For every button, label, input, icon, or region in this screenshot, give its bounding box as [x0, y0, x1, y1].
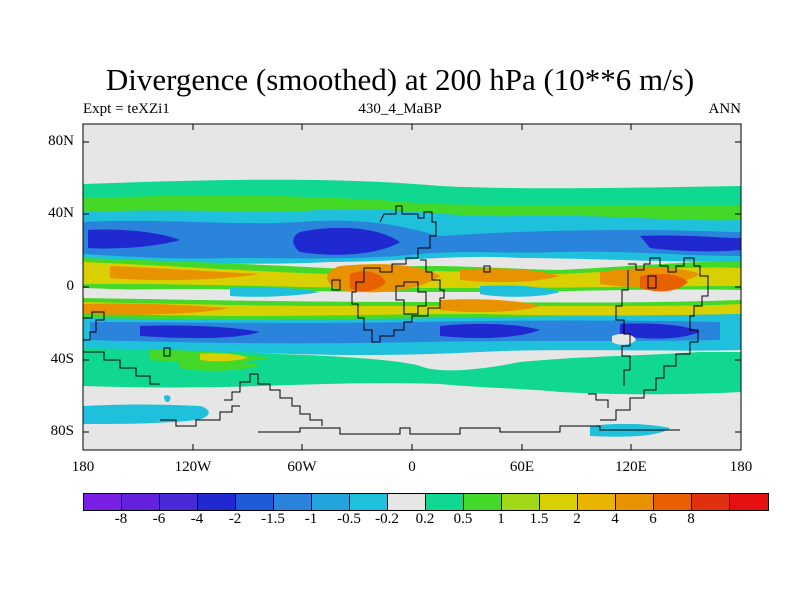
- y-tick-40n: 40N: [48, 205, 74, 221]
- coastlines: [83, 205, 709, 435]
- colorbar-swatch: [730, 494, 768, 510]
- x-tick-0: 0: [408, 459, 416, 475]
- colorbar-label: 8: [687, 511, 695, 527]
- coast-antarctica: [258, 425, 680, 435]
- x-tick-120e: 120E: [615, 459, 647, 475]
- coast-west: [83, 311, 160, 385]
- coast-australia: [647, 275, 657, 289]
- coast-asia-east: [600, 257, 709, 421]
- season-label: ANN: [708, 101, 742, 117]
- colorbar-label: -1.5: [261, 511, 285, 527]
- colorbar-swatch: [350, 494, 388, 510]
- band-north-blue: [83, 220, 741, 259]
- colorbar-swatch: [122, 494, 160, 510]
- colorbar-label: -0.2: [375, 511, 399, 527]
- band-equator-cyan: [230, 285, 560, 297]
- axis-ticks: [83, 124, 741, 450]
- colorbar-swatch: [654, 494, 692, 510]
- band-tropics-south-yellow: [83, 302, 741, 316]
- y-tick-80n: 80N: [48, 133, 74, 149]
- colorbar-label: 0.2: [415, 511, 435, 527]
- colorbar-swatch: [540, 494, 578, 510]
- coast-south-west: [160, 405, 240, 427]
- map-title: Divergence (smoothed) at 200 hPa (10**6 …: [105, 62, 695, 97]
- band-south-blue: [90, 320, 720, 344]
- x-tick-120w: 120W: [174, 459, 212, 475]
- x-tick-60w: 60W: [287, 459, 317, 475]
- band-tropics-north-orange: [110, 264, 700, 293]
- colorbar-swatch: [160, 494, 198, 510]
- colorbar-swatch: [616, 494, 654, 510]
- colorbar-swatch: [578, 494, 616, 510]
- colorbar-label: 6: [649, 511, 657, 527]
- y-tick-40s: 40S: [50, 351, 74, 367]
- coast-sa-interior: [395, 281, 427, 315]
- colorbar-label: 1.5: [529, 511, 549, 527]
- colorbar-swatch: [236, 494, 274, 510]
- band-south-yellow: [200, 353, 248, 362]
- colorbar-swatch: [426, 494, 464, 510]
- colorbar-swatch: [274, 494, 312, 510]
- coast-africa: [351, 205, 445, 343]
- band-tropics-south-orange: [83, 299, 540, 315]
- coast-east-asia-2: [588, 393, 609, 408]
- y-tick-0: 0: [66, 278, 75, 294]
- patch-south-cyan-west: [83, 404, 209, 424]
- colorbar-label: -1: [304, 511, 318, 527]
- x-tick-180w: 180: [71, 459, 95, 475]
- patch-south-cyan-small: [164, 395, 171, 403]
- coast-ind: [615, 270, 631, 386]
- colorbar-label: -8: [114, 511, 128, 527]
- colorbar-label: 2: [573, 511, 581, 527]
- colorbar-swatch: [502, 494, 540, 510]
- colorbar-swatch: [198, 494, 236, 510]
- equatorial-gap: [83, 288, 741, 302]
- x-tick-180e: 180: [729, 459, 753, 475]
- colorbar-label: 4: [611, 511, 619, 527]
- colorbar-swatch: [84, 494, 122, 510]
- colorbar-label: 1: [497, 511, 505, 527]
- colorbar-label: -4: [190, 511, 204, 527]
- band-south-dark-blue: [140, 323, 700, 339]
- colorbar-swatch: [464, 494, 502, 510]
- colorbar-swatch: [388, 494, 426, 510]
- colorbar-swatch: [692, 494, 730, 510]
- experiment-label: Expt = teXZi1: [83, 101, 170, 117]
- colorbar-label: -0.5: [337, 511, 361, 527]
- colorbar-label: -6: [152, 511, 166, 527]
- case-label: 430_4_MaBP: [358, 101, 442, 117]
- coast-islands: [331, 265, 491, 291]
- colorbar-label: 0.5: [453, 511, 473, 527]
- colorbar-swatch: [312, 494, 350, 510]
- equator-red-cores: [350, 271, 688, 292]
- colorbar: [83, 493, 769, 511]
- coast-south-america: [163, 347, 323, 426]
- y-tick-80s: 80S: [50, 423, 74, 439]
- x-tick-60e: 60E: [509, 459, 535, 475]
- colorbar-label: -2: [228, 511, 242, 527]
